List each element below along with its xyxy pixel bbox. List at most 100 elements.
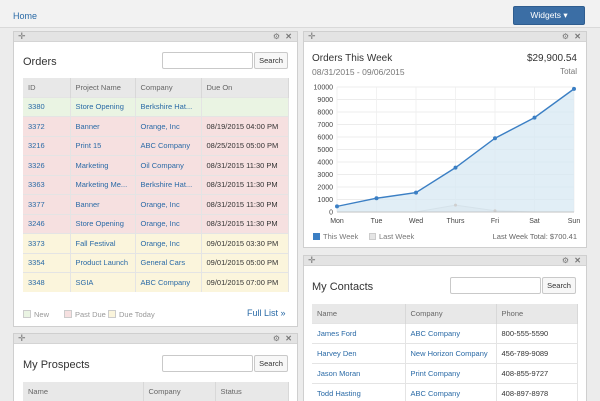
table-row[interactable]: Harvey Den New Horizon Company 456-789-908… <box>312 342 578 363</box>
order-id-cell[interactable]: 3372 <box>23 116 71 136</box>
column-header[interactable]: Name <box>312 304 406 323</box>
table-row[interactable]: 3326 Marketing Oil Company 08/31/2015 11:30… <box>23 155 289 175</box>
due-on-cell: 09/01/2015 03:30 PM <box>201 233 289 253</box>
close-icon[interactable]: ✕ <box>574 256 581 265</box>
panel-header: ✛ ⚙ ✕ <box>14 333 297 344</box>
prospects-search-button[interactable]: Search <box>254 355 288 372</box>
project-name-cell[interactable]: Print 15 <box>70 135 136 156</box>
column-header[interactable]: Status <box>215 382 289 401</box>
project-name-cell[interactable]: Banner <box>70 116 136 136</box>
project-name-cell[interactable]: Store Opening <box>70 96 136 117</box>
table-row[interactable]: 3363 Marketing Me... Berkshire Hat... 08/31… <box>23 174 289 195</box>
order-id-cell[interactable]: 3246 <box>23 213 71 234</box>
project-name-cell[interactable]: Store Opening <box>70 213 136 234</box>
company-cell[interactable]: Orange, Inc <box>135 116 202 136</box>
project-name-cell[interactable]: Product Launch <box>70 252 136 273</box>
table-row[interactable]: 3216 Print 15 ABC Company 08/25/2015 05:00 … <box>23 135 289 156</box>
order-id-cell[interactable]: 3348 <box>23 272 71 292</box>
contact-phone-cell: 800-555-5590 <box>496 322 578 343</box>
orders-search-button[interactable]: Search <box>254 52 288 69</box>
column-header[interactable]: Company <box>135 78 202 97</box>
table-row[interactable]: 3377 Banner Orange, Inc 08/31/2015 11:30 PM <box>23 194 289 214</box>
project-name-cell[interactable]: Banner <box>70 194 136 214</box>
this-week-area <box>337 88 574 212</box>
order-id-cell[interactable]: 3377 <box>23 194 71 214</box>
home-link[interactable]: Home <box>13 11 38 21</box>
table-row[interactable]: 3372 Banner Orange, Inc 08/19/2015 04:00 PM <box>23 116 289 136</box>
widgets-button[interactable]: Widgets ▾ <box>513 6 585 25</box>
company-cell[interactable]: General Cars <box>135 252 202 273</box>
table-row[interactable]: 3373 Fall Festival Orange, Inc 09/01/2015 0… <box>23 233 289 253</box>
legend-due-today: Due Today <box>108 310 155 319</box>
table-row[interactable]: Todd Hasting ABC Company 408-897-8978 <box>312 382 578 401</box>
gear-icon[interactable]: ⚙ <box>272 334 280 343</box>
legend-this-week: This Week <box>313 232 358 241</box>
table-row[interactable]: 3354 Product Launch General Cars 09/01/2015… <box>23 252 289 273</box>
move-icon[interactable]: ✛ <box>18 333 26 343</box>
contact-company-cell[interactable]: Print Company <box>405 362 497 383</box>
contact-name-cell[interactable]: Harvey Den <box>312 342 406 363</box>
legend-new: New <box>23 310 49 319</box>
contacts-table: Name Company Phone James Ford ABC Company… <box>312 304 578 401</box>
contacts-search-button[interactable]: Search <box>542 277 576 294</box>
orders-title: Orders <box>23 56 57 68</box>
contact-company-cell[interactable]: New Horizon Company <box>405 342 497 363</box>
close-icon[interactable]: ✕ <box>574 32 581 41</box>
column-header[interactable]: Project Name <box>70 78 136 97</box>
project-name-cell[interactable]: Marketing <box>70 155 136 175</box>
column-header[interactable]: Due On <box>201 78 289 97</box>
column-header[interactable]: Company <box>143 382 216 401</box>
company-cell[interactable]: Berkshire Hat... <box>135 174 202 195</box>
order-id-cell[interactable]: 3326 <box>23 155 71 175</box>
move-icon[interactable]: ✛ <box>18 31 26 41</box>
contact-name-cell[interactable]: James Ford <box>312 322 406 343</box>
contacts-header-row: Name Company Phone <box>312 304 578 323</box>
order-id-cell[interactable]: 3216 <box>23 135 71 156</box>
order-id-cell[interactable]: 3354 <box>23 252 71 273</box>
company-cell[interactable]: Orange, Inc <box>135 194 202 214</box>
y-tick-label: 1000 <box>317 197 333 204</box>
close-icon[interactable]: ✕ <box>285 32 292 41</box>
contact-name-cell[interactable]: Todd Hasting <box>312 382 406 401</box>
company-cell[interactable]: ABC Company <box>135 135 202 156</box>
column-header[interactable]: Company <box>405 304 497 323</box>
close-icon[interactable]: ✕ <box>285 334 292 343</box>
gear-icon[interactable]: ⚙ <box>561 32 569 41</box>
table-row[interactable]: 3348 SGIA ABC Company 09/01/2015 07:00 PM <box>23 272 289 292</box>
prospects-search-input[interactable] <box>162 355 253 372</box>
company-cell[interactable]: Orange, Inc <box>135 233 202 253</box>
orders-search-input[interactable] <box>162 52 253 69</box>
order-id-cell[interactable]: 3363 <box>23 174 71 195</box>
contacts-title: My Contacts <box>312 281 374 293</box>
order-id-cell[interactable]: 3380 <box>23 96 71 117</box>
contact-company-cell[interactable]: ABC Company <box>405 382 497 401</box>
table-row[interactable]: Jason Moran Print Company 408-855-9727 <box>312 362 578 383</box>
gear-icon[interactable]: ⚙ <box>272 32 280 41</box>
y-tick-label: 8000 <box>317 110 333 117</box>
company-cell[interactable]: ABC Company <box>135 272 202 292</box>
order-id-cell[interactable]: 3373 <box>23 233 71 253</box>
move-icon[interactable]: ✛ <box>308 31 316 41</box>
contact-company-cell[interactable]: ABC Company <box>405 322 497 343</box>
project-name-cell[interactable]: SGIA <box>70 272 136 292</box>
full-list-link[interactable]: Full List » <box>247 308 286 318</box>
orders-week-chart: 0 1000 2000 3000 4000 5000 6000 7000 8000 9000 100… <box>314 85 581 226</box>
table-row[interactable]: 3246 Store Opening Orange, Inc 08/31/2015 1… <box>23 213 289 234</box>
contacts-search-input[interactable] <box>450 277 541 294</box>
legend-last-week: Last Week <box>369 232 414 241</box>
move-icon[interactable]: ✛ <box>308 255 316 265</box>
x-tick-label: Sun <box>568 218 581 225</box>
table-row[interactable]: James Ford ABC Company 800-555-5590 <box>312 322 578 343</box>
contact-name-cell[interactable]: Jason Moran <box>312 362 406 383</box>
project-name-cell[interactable]: Fall Festival <box>70 233 136 253</box>
orders-week-total-value: $29,900.54 <box>526 53 577 64</box>
company-cell[interactable]: Orange, Inc <box>135 213 202 234</box>
table-row[interactable]: 3380 Store Opening Berkshire Hat... <box>23 96 289 117</box>
column-header[interactable]: Name <box>23 382 144 401</box>
project-name-cell[interactable]: Marketing Me... <box>70 174 136 195</box>
column-header[interactable]: ID <box>23 78 71 97</box>
gear-icon[interactable]: ⚙ <box>561 256 569 265</box>
column-header[interactable]: Phone <box>496 304 578 323</box>
company-cell[interactable]: Berkshire Hat... <box>135 96 202 117</box>
company-cell[interactable]: Oil Company <box>135 155 202 175</box>
